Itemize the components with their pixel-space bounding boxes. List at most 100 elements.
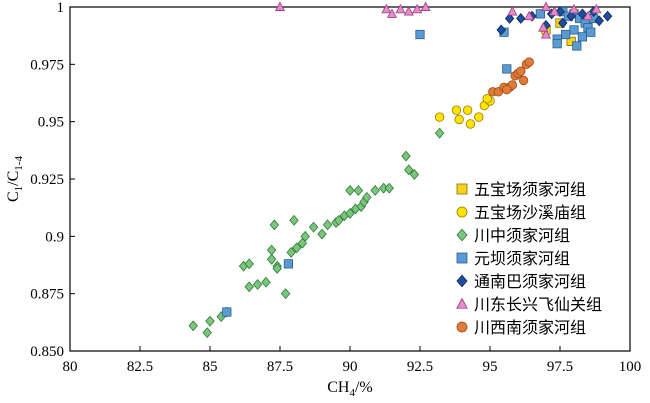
data-point-series-2 <box>384 182 394 194</box>
y-axis-title: C1/C1-4 <box>5 156 25 202</box>
data-point-series-5 <box>420 1 431 11</box>
legend-marker-6 <box>456 321 468 333</box>
data-point-series-1 <box>454 114 464 125</box>
y-axis-title-subscript-2: 1-4 <box>13 156 25 171</box>
y-axis-title-mid: /C <box>5 171 22 186</box>
x-tick-label: 85 <box>203 359 218 375</box>
data-point-series-5 <box>582 10 594 21</box>
data-point-series-2 <box>317 228 327 240</box>
data-point-series-2 <box>280 288 291 300</box>
data-point-series-5 <box>403 6 414 16</box>
data-point-series-6 <box>524 57 534 67</box>
legend-label-6: 川西南须家河组 <box>474 319 586 337</box>
legend-marker-0 <box>456 183 468 195</box>
data-point-series-2 <box>353 185 364 196</box>
data-points <box>188 1 613 339</box>
data-point-series-2 <box>308 221 319 233</box>
y-tick-label: 1 <box>57 0 65 16</box>
y-tick-label: 0.9 <box>45 229 64 245</box>
data-point-series-2 <box>289 214 299 226</box>
data-point-series-2 <box>244 258 254 270</box>
data-point-series-3 <box>283 259 294 269</box>
x-axis-title-tail: /% <box>355 379 373 396</box>
data-point-series-4 <box>558 17 568 29</box>
x-tick-label: 90 <box>343 359 358 375</box>
data-point-series-1 <box>434 112 445 122</box>
data-point-series-2 <box>434 127 445 139</box>
data-point-series-2 <box>261 276 271 288</box>
data-point-series-2 <box>370 185 380 196</box>
data-point-series-4 <box>504 13 515 24</box>
x-axis-title-main: CH <box>327 379 350 396</box>
data-point-series-4 <box>516 13 526 24</box>
data-point-series-2 <box>401 150 411 162</box>
data-point-series-2 <box>202 327 212 339</box>
y-tick-label: 0.875 <box>30 287 64 303</box>
data-point-series-2 <box>292 242 302 254</box>
legend-label-2: 川中须家河组 <box>474 227 570 245</box>
data-point-series-2 <box>286 246 296 258</box>
data-point-series-2 <box>362 191 372 203</box>
data-point-series-2 <box>345 207 355 219</box>
data-point-series-5 <box>507 6 518 16</box>
data-point-series-5 <box>524 10 535 21</box>
x-tick-label: 82.5 <box>127 359 153 375</box>
x-tick-label: 95 <box>483 359 498 375</box>
data-point-series-3 <box>222 307 232 317</box>
y-axis-title-subscript-1: 1 <box>13 186 25 192</box>
data-point-series-3 <box>577 32 588 42</box>
data-point-series-3 <box>569 25 579 35</box>
data-point-series-1 <box>465 119 476 129</box>
legend-marker-5 <box>456 297 468 309</box>
axis-ticks: 80 82.5 85 87.5 90 92.5 95 97.5 100 0.850 0.875 0.9… <box>30 0 641 375</box>
x-axis-title: CH4/% <box>327 379 373 399</box>
data-point-series-5 <box>395 3 406 14</box>
data-point-series-3 <box>415 29 425 40</box>
data-point-series-5 <box>540 29 552 39</box>
data-point-series-2 <box>404 164 414 176</box>
data-point-series-3 <box>535 9 546 19</box>
data-point-series-2 <box>269 219 280 231</box>
data-point-series-3 <box>561 29 571 40</box>
data-point-series-2 <box>188 320 198 332</box>
data-point-series-2 <box>266 253 277 265</box>
data-point-series-4 <box>602 10 613 22</box>
data-point-series-5 <box>549 6 560 16</box>
legend-label-5: 川东长兴飞仙关组 <box>474 296 602 314</box>
legend-marker-3 <box>456 252 468 264</box>
legend-label-3: 元坝须家河组 <box>474 250 570 268</box>
data-point-series-1 <box>482 94 492 104</box>
x-tick-label: 80 <box>63 359 78 375</box>
x-tick-label: 92.5 <box>407 359 433 375</box>
data-point-series-6 <box>518 75 529 86</box>
y-tick-label: 0.925 <box>30 172 64 188</box>
data-point-series-2 <box>205 315 215 327</box>
x-tick-label: 100 <box>619 359 642 375</box>
data-point-series-3 <box>502 64 512 74</box>
data-point-series-2 <box>272 263 282 274</box>
data-point-series-2 <box>334 214 344 226</box>
legend: 五宝场须家河组五宝场沙溪庙组川中须家河组元坝须家河组通南巴须家河组川东长兴飞仙关… <box>456 181 602 337</box>
legend-label-0: 五宝场须家河组 <box>474 181 586 199</box>
legend-marker-2 <box>456 228 468 242</box>
y-tick-label: 0.850 <box>30 344 64 360</box>
legend-marker-4 <box>456 274 468 288</box>
legend-label-1: 五宝场沙溪庙组 <box>474 204 586 222</box>
x-tick-label: 87.5 <box>267 359 293 375</box>
data-point-series-6 <box>502 84 512 95</box>
data-point-series-2 <box>252 279 263 290</box>
data-point-series-5 <box>538 22 549 32</box>
data-point-series-5 <box>540 1 552 11</box>
data-point-series-5 <box>591 3 602 14</box>
y-tick-label: 0.95 <box>38 115 64 131</box>
data-point-series-2 <box>266 244 277 256</box>
data-point-series-2 <box>297 237 308 249</box>
data-point-series-2 <box>345 185 355 196</box>
data-point-series-5 <box>381 3 392 14</box>
data-point-series-3 <box>552 39 562 49</box>
data-point-series-2 <box>244 281 254 293</box>
data-point-series-1 <box>451 105 462 115</box>
data-point-series-6 <box>516 66 526 76</box>
x-axis-title-subscript: 4 <box>349 387 355 399</box>
